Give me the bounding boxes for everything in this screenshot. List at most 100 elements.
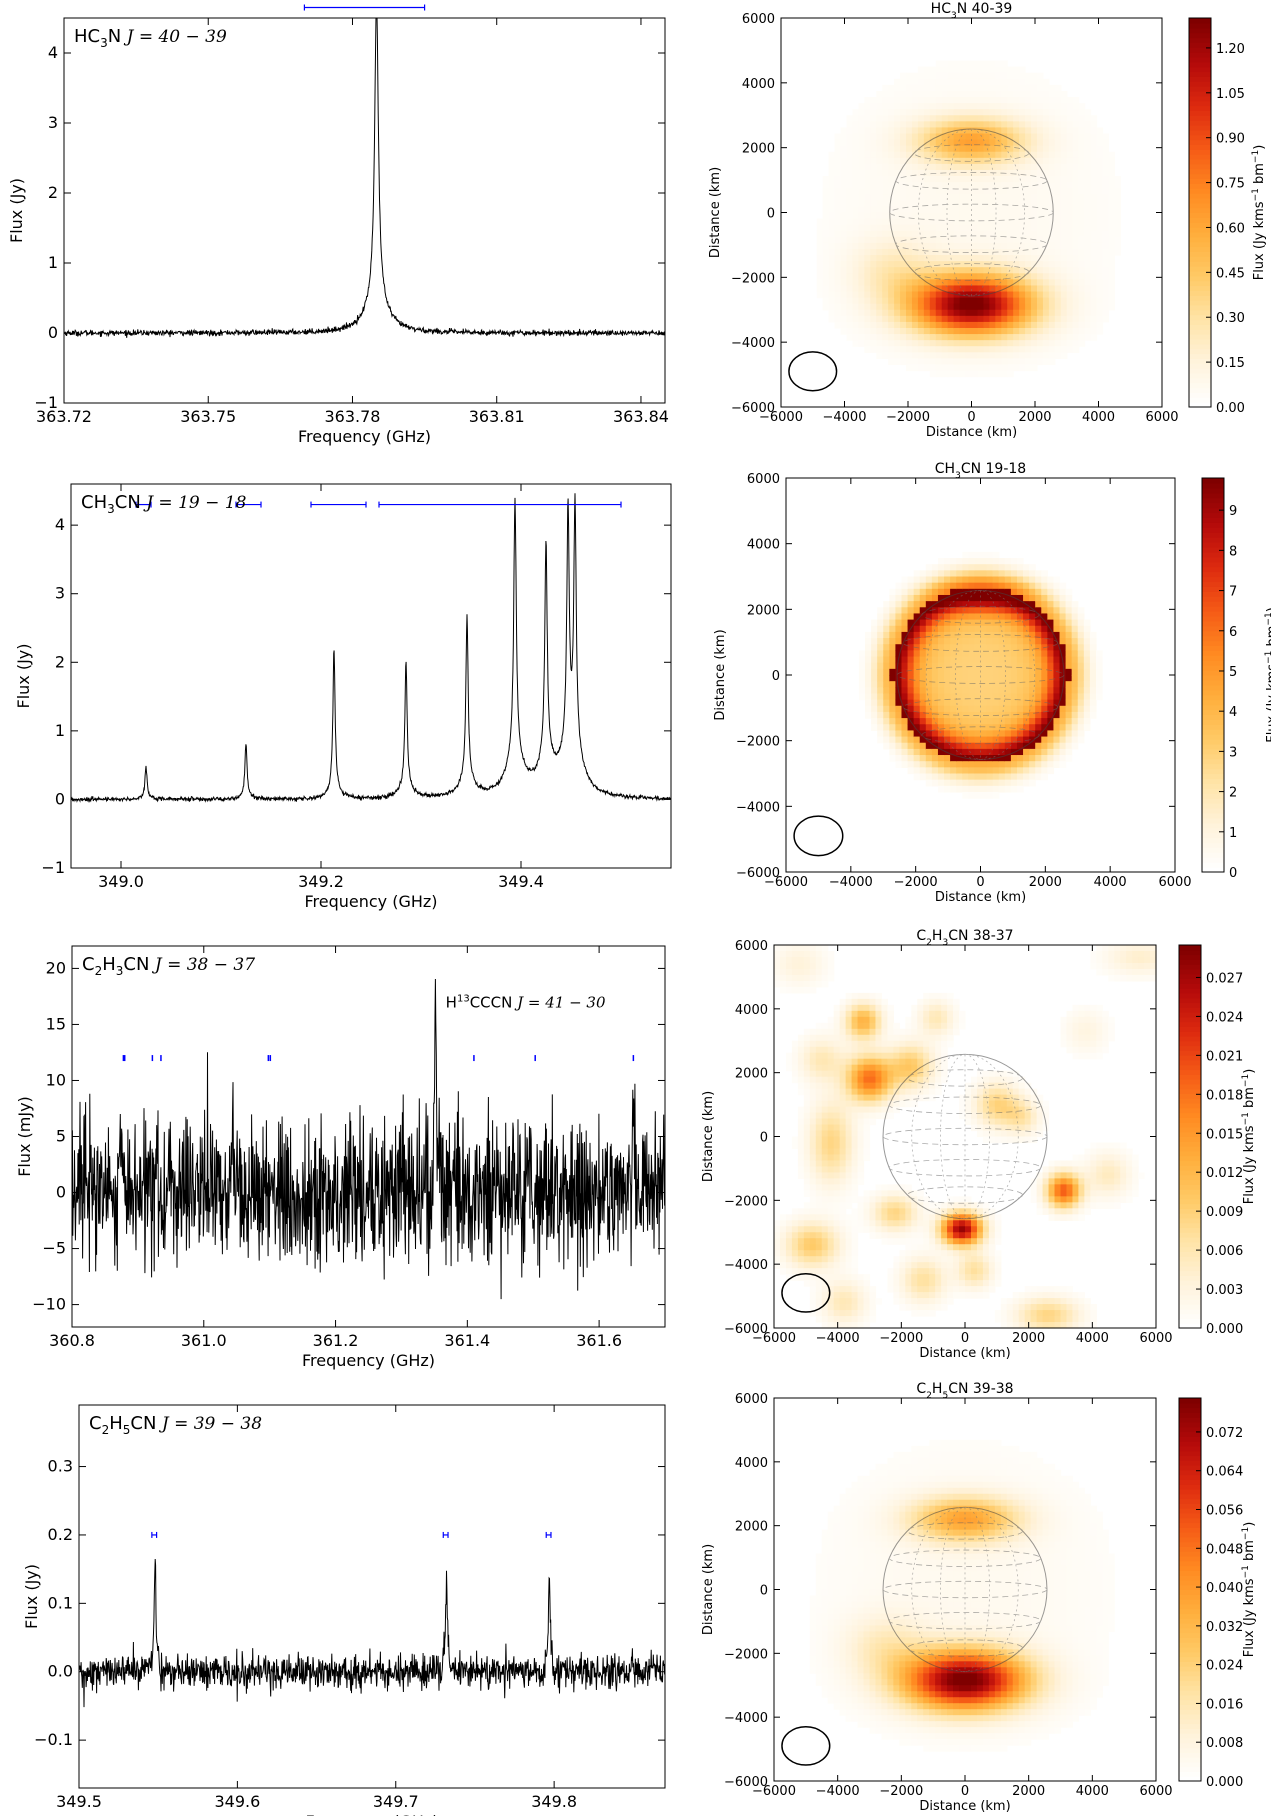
map-pixel: [998, 638, 1006, 645]
map-pixel: [995, 109, 1002, 116]
map-pixel: [1007, 279, 1014, 287]
map-pixel: [907, 644, 915, 651]
map-pixel: [779, 945, 787, 952]
map-pixel: [1025, 139, 1032, 147]
map-pixel: [1010, 644, 1018, 651]
map-pixel: [923, 1238, 930, 1245]
map-pixel: [857, 1214, 865, 1221]
map-pixel: [986, 558, 994, 565]
map-pixel: [900, 200, 907, 208]
map-pixel: [871, 625, 878, 633]
map-pixel: [888, 297, 895, 305]
map-pixel: [919, 724, 927, 732]
planet-grid: [896, 589, 1065, 761]
map-pixel: [1083, 687, 1091, 695]
map-pixel: [1066, 194, 1074, 201]
map-pixel: [1025, 169, 1032, 177]
y-tick-label: −1: [41, 858, 65, 877]
map-pixel: [929, 218, 937, 226]
map-pixel: [911, 1292, 918, 1299]
map-pixel: [929, 1082, 936, 1090]
map-pixel: [1010, 594, 1018, 602]
map-pixel: [911, 1268, 918, 1275]
map-pixel: [1036, 103, 1044, 110]
map-pixel: [839, 1214, 847, 1221]
map-pixel: [989, 121, 996, 129]
map-pixel: [821, 974, 829, 982]
map-pixel: [815, 980, 823, 988]
map-pixel: [1016, 711, 1024, 719]
map-pixel: [899, 1286, 906, 1293]
map-pixel: [881, 1196, 889, 1203]
map-pixel: [962, 551, 969, 559]
map-pixel: [913, 761, 921, 768]
map-pixel: [965, 151, 973, 159]
blend-annotation: H13CCCN J = 41 − 30: [446, 994, 606, 1012]
map-pixel: [1016, 755, 1024, 762]
map-pixel: [1013, 212, 1020, 220]
map-pixel: [1048, 346, 1056, 353]
map-pixel: [953, 303, 961, 311]
species-label: CH3CN J = 19 − 18: [81, 492, 247, 516]
map-pixel: [875, 1040, 883, 1048]
map-pixel: [869, 1016, 877, 1024]
map-pixel: [858, 255, 865, 262]
map-pixel: [821, 1088, 829, 1096]
spectrum-line: [72, 978, 665, 1300]
map-pixel: [815, 1196, 823, 1203]
map-pixel: [906, 188, 913, 195]
map-pixel: [901, 681, 909, 688]
map-pixel: [998, 767, 1006, 775]
map-pixel: [791, 980, 799, 988]
map-pixel: [956, 711, 963, 719]
map-pixel: [986, 613, 994, 621]
map-pixel: [1001, 121, 1008, 129]
map-pixel: [1059, 619, 1067, 627]
map-pixel: [846, 127, 854, 135]
map-pixel: [1004, 662, 1012, 670]
map-pixel: [959, 97, 967, 104]
map-pixel: [944, 779, 951, 787]
map-pixel: [1035, 613, 1042, 621]
map-pixel: [947, 370, 955, 378]
map-pixel: [1036, 267, 1044, 274]
map-pixel: [882, 291, 889, 299]
map-pixel: [944, 681, 951, 688]
map-pixel: [852, 115, 859, 122]
map-pixel: [959, 224, 967, 232]
map-pixel: [1001, 273, 1008, 280]
map-pixel: [876, 267, 883, 274]
map-pixel: [809, 1142, 817, 1150]
map-pixel: [923, 212, 931, 220]
map-pixel: [1004, 668, 1012, 676]
map-pixel: [937, 662, 945, 670]
map-pixel: [1054, 157, 1062, 165]
map-pixel: [876, 291, 883, 299]
map-pixel: [839, 1040, 847, 1048]
map-pixel: [827, 1106, 835, 1114]
map-pixel: [893, 1262, 900, 1269]
map-pixel: [840, 267, 848, 274]
map-pixel: [1041, 693, 1048, 701]
map-pixel: [845, 1274, 853, 1281]
map-pixel: [1031, 115, 1038, 122]
map-pixel: [1066, 133, 1074, 141]
map-pixel: [1023, 699, 1030, 707]
map-pixel: [791, 1058, 799, 1066]
map-pixel: [1004, 650, 1012, 658]
map-pixel: [852, 261, 859, 268]
map-pixel: [968, 594, 976, 602]
map-pixel: [911, 1088, 918, 1096]
map-pixel: [883, 699, 890, 707]
colorbar-step: [1189, 246, 1211, 252]
map-pixel: [828, 169, 836, 177]
map-pixel: [1102, 242, 1110, 250]
map-pixel: [1053, 607, 1061, 615]
map-pixel: [845, 1148, 853, 1156]
map-pixel: [881, 1028, 889, 1036]
map-pixel: [1066, 242, 1074, 250]
map-pixel: [941, 97, 949, 104]
map-pixel: [1010, 773, 1018, 781]
map-pixel: [893, 1298, 900, 1305]
map-pixel: [944, 767, 951, 775]
